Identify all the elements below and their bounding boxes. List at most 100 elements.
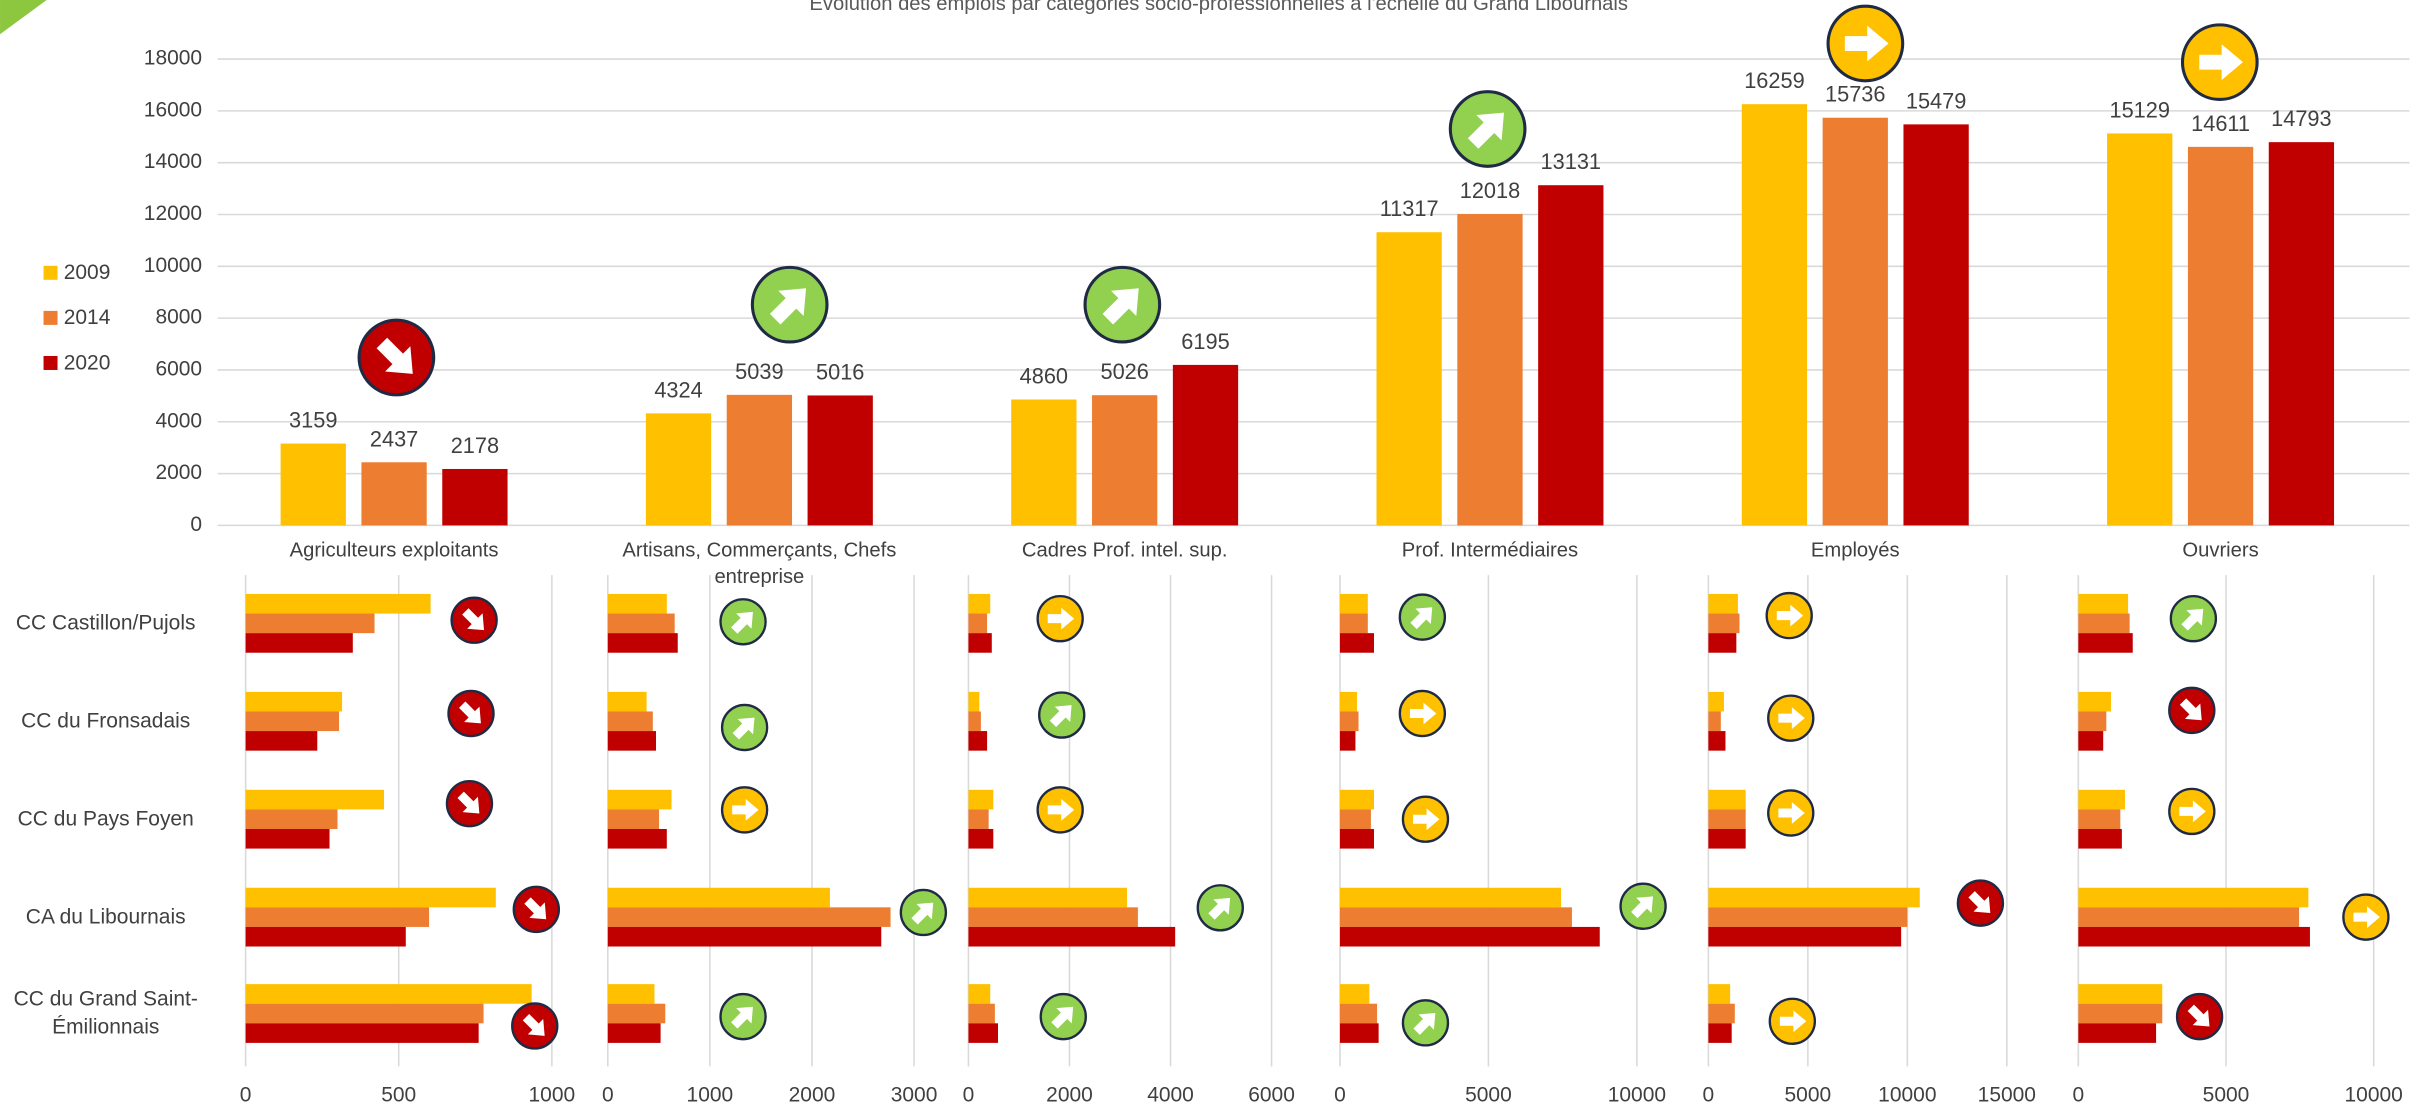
trend-arrow (376, 337, 413, 374)
legend-label: 2020 (64, 351, 111, 374)
trend-arrow (1049, 705, 1072, 728)
bar (245, 984, 532, 1004)
trend-icon (357, 318, 436, 397)
bar (1708, 593, 1738, 614)
bar (607, 1023, 661, 1043)
trend-arrow (1047, 607, 1075, 630)
bar (607, 984, 655, 1004)
legend-label: 2009 (64, 261, 111, 284)
bar (2268, 142, 2335, 526)
region-label-box: CC du Grand Saint-Émilionnais (14, 988, 198, 1039)
trend-arrow (1051, 1006, 1074, 1029)
bar (1903, 124, 1969, 526)
bar (245, 731, 318, 751)
value-label: 15479 (1906, 88, 1966, 113)
trend-icon (1398, 593, 1447, 641)
trend-arrow (1047, 798, 1075, 821)
bar (968, 711, 981, 732)
bar (2187, 146, 2254, 526)
bar (2078, 633, 2133, 653)
bar (1339, 613, 1368, 634)
value-label: 11317 (1380, 196, 1439, 221)
x-tick-label: Prof. Intermédiaires (1319, 538, 1661, 600)
trend-icon (1036, 594, 1084, 643)
region-label-box: CC du Fronsadais (0, 682, 211, 760)
trend-icon (719, 598, 767, 646)
bar (1708, 809, 1746, 829)
trend-arrow (1410, 607, 1433, 630)
bar (2078, 828, 2122, 849)
bar (1339, 907, 1572, 927)
x-tick-label-box: Cadres Prof. intel. sup. (1021, 537, 1228, 562)
value-label: 4324 (654, 377, 702, 402)
bar (968, 809, 989, 829)
bar (607, 907, 891, 927)
bar (245, 593, 431, 614)
x-tick-label: 15000 (1978, 1083, 2036, 1106)
trend-icon (447, 689, 495, 738)
trend-icon (1619, 882, 1667, 930)
value-label: 5016 (816, 359, 864, 384)
y-tick-label: 18000 (144, 47, 202, 70)
trend-arrow (524, 897, 547, 920)
x-tick-label-text: Cadres Prof. intel. sup. (1021, 537, 1228, 562)
bar (968, 1023, 999, 1043)
bar (1708, 926, 1902, 947)
trend-arrow (1208, 897, 1231, 920)
x-tick-label: 0 (2072, 1083, 2084, 1106)
legend-swatch (43, 265, 58, 280)
x-tick-label: 5000 (1465, 1083, 1512, 1106)
bar (968, 907, 1138, 927)
bar (1339, 593, 1368, 614)
trend-arrow (1968, 891, 1991, 914)
value-label: 13131 (1541, 149, 1601, 174)
trend-arrow (1413, 1012, 1436, 1035)
bar (607, 613, 675, 634)
x-tick-label: 10000 (1878, 1083, 1936, 1106)
bar (1708, 691, 1724, 712)
bar (1339, 828, 1374, 849)
trend-arrow (911, 902, 934, 925)
bar (1092, 395, 1158, 526)
bar (1708, 907, 1908, 927)
bar (245, 633, 353, 653)
trend-icon (2168, 787, 2216, 836)
trend-icon (1448, 90, 1527, 168)
bar (1339, 691, 1357, 712)
x-tick-label: 2000 (1046, 1083, 1093, 1106)
bar (607, 593, 667, 614)
bar (968, 926, 1176, 947)
x-tick-label-box: Employés (1810, 537, 1900, 562)
bar (245, 809, 338, 829)
trend-arrow (1409, 702, 1437, 725)
bar (2078, 907, 2300, 927)
bar (607, 633, 678, 653)
bar (607, 789, 672, 810)
trend-icon (1398, 689, 1447, 738)
trend-icon (2342, 893, 2390, 941)
region-label: CC du Fronsadais (0, 682, 211, 760)
bar (726, 394, 793, 526)
x-tick-label: 10000 (1608, 1083, 1666, 1106)
y-tick-label: 16000 (144, 98, 202, 121)
trend-arrow (462, 608, 485, 631)
x-tick-label: Agriculteurs exploitants (223, 538, 565, 600)
bar (2078, 711, 2107, 732)
bar (607, 887, 830, 908)
bar (968, 789, 994, 810)
trend-icon (450, 596, 498, 644)
x-tick-label-text: Employés (1810, 537, 1900, 562)
bar (1339, 1003, 1378, 1024)
x-tick-label: Ouvriers (2050, 538, 2392, 600)
trend-arrow (1778, 707, 1805, 730)
trend-arrow (2187, 1004, 2210, 1027)
bar (607, 691, 647, 712)
value-label: 14611 (2191, 111, 2250, 136)
region-label-text: CC du Pays Foyen (17, 807, 194, 831)
bar (1339, 809, 1371, 829)
bar (1741, 104, 1808, 526)
bar (1708, 613, 1740, 634)
bar (1339, 731, 1356, 751)
trend-icon (2169, 594, 2218, 643)
bar (1339, 887, 1562, 908)
